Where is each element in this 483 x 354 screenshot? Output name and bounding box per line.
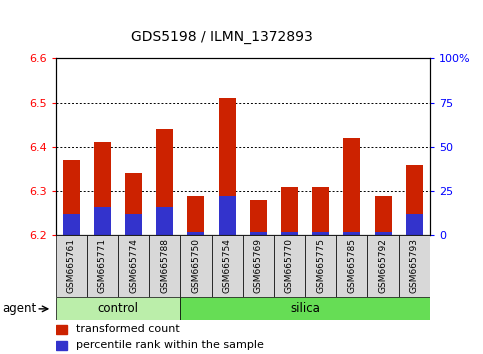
Text: silica: silica [290, 302, 320, 315]
Text: GSM665750: GSM665750 [191, 238, 200, 293]
Text: control: control [98, 302, 139, 315]
FancyBboxPatch shape [242, 235, 274, 297]
FancyBboxPatch shape [149, 235, 180, 297]
FancyBboxPatch shape [180, 297, 430, 320]
FancyBboxPatch shape [87, 235, 118, 297]
Bar [374, 195, 392, 235]
Bar [125, 214, 142, 235]
Bar [94, 142, 111, 235]
Bar [187, 232, 204, 235]
Bar [125, 173, 142, 235]
FancyBboxPatch shape [398, 235, 430, 297]
Text: percentile rank within the sample: percentile rank within the sample [76, 341, 264, 350]
Bar [63, 214, 80, 235]
Bar [218, 196, 236, 235]
Text: GSM665761: GSM665761 [67, 238, 76, 293]
Bar [281, 187, 298, 235]
Bar [218, 98, 236, 235]
Bar [343, 138, 360, 235]
Bar [406, 214, 423, 235]
Bar [281, 232, 298, 235]
Text: GSM665775: GSM665775 [316, 238, 325, 293]
Text: agent: agent [2, 302, 37, 315]
Bar [156, 129, 173, 235]
FancyBboxPatch shape [56, 235, 87, 297]
Bar [63, 160, 80, 235]
Text: GSM665754: GSM665754 [223, 238, 232, 293]
FancyBboxPatch shape [305, 235, 336, 297]
FancyBboxPatch shape [274, 235, 305, 297]
FancyBboxPatch shape [180, 235, 212, 297]
Bar [250, 232, 267, 235]
FancyBboxPatch shape [56, 297, 180, 320]
Text: transformed count: transformed count [76, 325, 180, 335]
Bar [312, 232, 329, 235]
Text: GSM665792: GSM665792 [379, 238, 387, 293]
Bar [374, 232, 392, 235]
Bar [94, 207, 111, 235]
Text: GSM665770: GSM665770 [285, 238, 294, 293]
Bar [343, 232, 360, 235]
Text: GSM665769: GSM665769 [254, 238, 263, 293]
FancyBboxPatch shape [118, 235, 149, 297]
FancyBboxPatch shape [212, 235, 242, 297]
Bar [312, 187, 329, 235]
Bar [156, 207, 173, 235]
Text: GSM665771: GSM665771 [98, 238, 107, 293]
Bar [56, 325, 67, 334]
Text: GSM665788: GSM665788 [160, 238, 169, 293]
Bar [250, 200, 267, 235]
FancyBboxPatch shape [368, 235, 398, 297]
Text: GSM665785: GSM665785 [347, 238, 356, 293]
Bar [56, 341, 67, 350]
FancyBboxPatch shape [336, 235, 368, 297]
Text: GDS5198 / ILMN_1372893: GDS5198 / ILMN_1372893 [131, 30, 313, 44]
Bar [406, 165, 423, 235]
Bar [187, 195, 204, 235]
Text: GSM665774: GSM665774 [129, 238, 138, 293]
Text: GSM665793: GSM665793 [410, 238, 419, 293]
